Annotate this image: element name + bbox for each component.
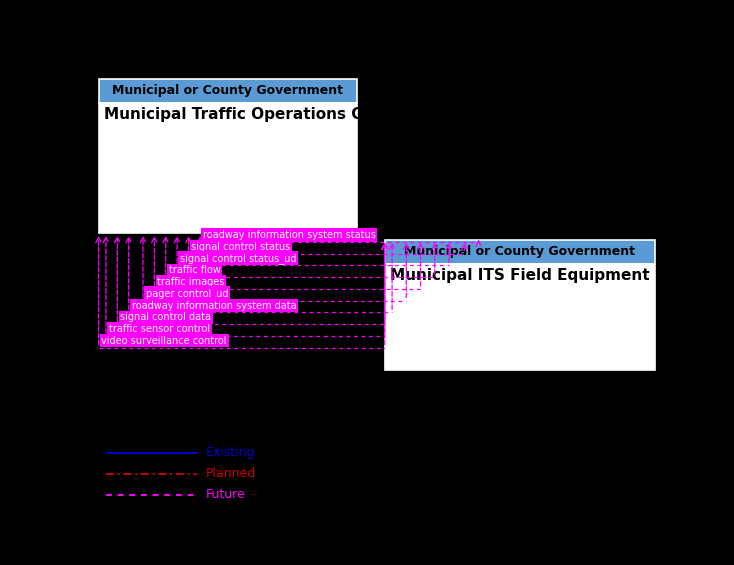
Bar <box>385 263 655 370</box>
Text: traffic flow: traffic flow <box>169 266 220 275</box>
Text: traffic images: traffic images <box>157 277 225 287</box>
Text: Municipal or County Government: Municipal or County Government <box>112 84 344 97</box>
Bar <box>385 240 655 264</box>
Text: Municipal Traffic Operations Center: Municipal Traffic Operations Center <box>104 107 409 122</box>
Text: traffic sensor control: traffic sensor control <box>109 324 210 334</box>
Text: signal control status: signal control status <box>192 242 291 252</box>
Text: Municipal or County Government: Municipal or County Government <box>404 245 636 258</box>
Text: signal control status_ud: signal control status_ud <box>180 253 297 263</box>
Text: video surveillance control: video surveillance control <box>101 336 227 346</box>
Text: Future: Future <box>206 488 245 501</box>
Bar <box>98 79 357 103</box>
Text: signal control data: signal control data <box>120 312 211 322</box>
Text: pager control_ud: pager control_ud <box>146 288 228 299</box>
Text: Municipal ITS Field Equipment: Municipal ITS Field Equipment <box>390 268 650 283</box>
Text: Planned: Planned <box>206 467 255 480</box>
Text: roadway information system data: roadway information system data <box>131 301 297 311</box>
Text: Existing: Existing <box>206 446 255 459</box>
Bar <box>98 103 357 233</box>
Text: roadway information system status: roadway information system status <box>203 230 376 240</box>
